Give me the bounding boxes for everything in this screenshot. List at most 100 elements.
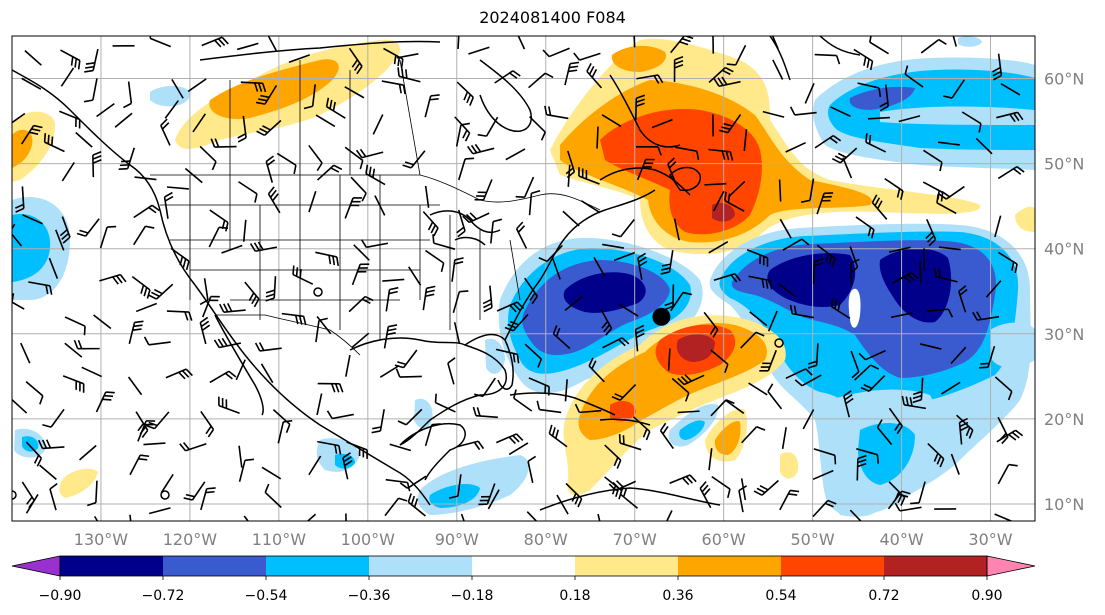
wind-barb [857, 82, 882, 97]
wind-barb [315, 317, 328, 343]
wind-barb [884, 177, 904, 200]
wind-barb [160, 118, 171, 146]
wind-barb [353, 244, 370, 261]
wind-barb [673, 56, 684, 82]
wind-barb [807, 343, 819, 369]
wind-barb [994, 513, 1014, 521]
longitude-labels: 130°W 120°W 110°W 100°W 90°W 80°W 70°W 60°W 50°W… [74, 530, 1013, 549]
lon-tick-label-9: 40°W [879, 530, 923, 549]
wind-barb [950, 453, 960, 475]
wind-barb [76, 218, 100, 237]
wind-barb [184, 167, 203, 184]
wind-barb [238, 445, 243, 468]
wind-barb [704, 182, 727, 186]
wind-barb [850, 258, 860, 285]
wind-barb [869, 36, 889, 55]
coast-baja [214, 314, 264, 416]
wind-barb [457, 36, 460, 50]
coast-greenland [769, 36, 861, 81]
wind-barb [490, 218, 503, 244]
wind-barb [890, 312, 913, 319]
wind-barb [456, 440, 485, 451]
wind-barb [961, 111, 982, 133]
wind-barb [243, 515, 249, 521]
wind-barb [326, 410, 354, 420]
wind-barb [48, 257, 59, 279]
wind-barb [994, 376, 1013, 401]
wind-barb [344, 86, 365, 99]
wind-barb [163, 191, 174, 219]
wind-barb [898, 115, 921, 123]
wind-barb [308, 455, 322, 476]
wind-barb [276, 152, 297, 175]
colorbar-bin-9 [884, 556, 987, 576]
colorbar-bin-2 [163, 556, 266, 576]
wind-barb [699, 481, 712, 509]
wind-barb [316, 164, 343, 181]
wind-barb [292, 265, 314, 285]
wind-barb [956, 414, 974, 439]
wind-barb [242, 219, 247, 242]
wind-barb [221, 244, 243, 254]
wind-barb [43, 133, 65, 153]
wind-barb [350, 176, 367, 202]
coast-south-america [539, 487, 721, 511]
wind-barb [261, 466, 282, 480]
wind-barb [37, 439, 65, 450]
wind-barb [187, 78, 207, 93]
colorbar-frame [59, 555, 988, 577]
wind-barb [574, 403, 602, 414]
colorbar-tick-label-0: −0.90 [39, 588, 82, 604]
wind-barb [748, 382, 768, 396]
wind-barb [816, 244, 836, 268]
wind-barb [383, 324, 398, 349]
wind-barb [402, 150, 426, 169]
wind-barb [611, 384, 637, 402]
wind-barb [434, 393, 456, 413]
wind-barb [528, 72, 554, 89]
wind-barb [123, 81, 133, 109]
wind-barb [201, 36, 229, 48]
wind-barb [25, 494, 39, 514]
wind-barb [552, 258, 561, 280]
coast-hispaniola [599, 418, 651, 426]
wind-barb [887, 490, 911, 510]
neg-area-alaska [150, 85, 190, 107]
wind-barb [137, 420, 156, 442]
wind-barb [926, 308, 954, 318]
wind-barb [919, 261, 922, 284]
neg-area-north-atlantic-core [849, 86, 915, 110]
wind-barb [118, 147, 136, 170]
wind-barb [998, 251, 1018, 274]
storm-center-marker [652, 307, 671, 326]
wind-barb [937, 141, 960, 146]
wind-barb [12, 112, 26, 124]
wind-barb [972, 311, 1000, 321]
map-body [12, 36, 1035, 521]
wind-barb [573, 52, 601, 61]
wind-barb [728, 180, 746, 198]
wind-barb [389, 443, 412, 452]
wind-barb [632, 416, 651, 441]
wind-barb [548, 424, 568, 448]
map-frame [11, 35, 1036, 522]
wind-barb [996, 111, 1024, 123]
wind-barb [504, 313, 529, 332]
wind-barb [749, 311, 768, 327]
wind-barb [779, 489, 800, 511]
wind-barb [114, 112, 133, 128]
wind-barb [384, 497, 408, 517]
wind-barb [348, 47, 363, 75]
wind-barb [508, 442, 529, 456]
colorbar-tick-label-2: −0.54 [245, 588, 288, 604]
lon-tick-label-1: 120°W [163, 530, 218, 549]
wind-barb [865, 133, 887, 153]
wind-barb [160, 473, 174, 494]
wind-barb [249, 241, 278, 253]
wind-barb [149, 36, 172, 48]
pos-area-mexico-pacific [59, 468, 98, 498]
wind-barb [517, 36, 526, 50]
wind-barb [325, 97, 346, 119]
wind-barb [578, 167, 600, 185]
colorbar-tick-label-1: −0.72 [142, 588, 185, 604]
